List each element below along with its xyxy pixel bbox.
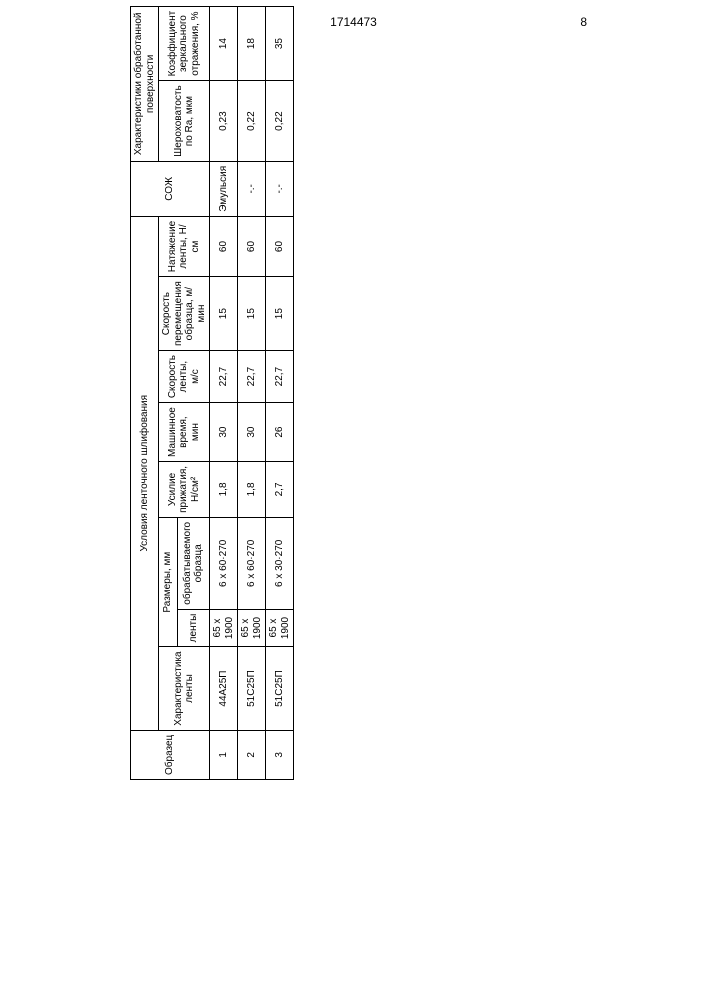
cell-n: 2 bbox=[238, 730, 266, 779]
cell-lenty: 65 x 1900 bbox=[238, 609, 266, 647]
page-number-right: 8 bbox=[580, 15, 587, 29]
cell-sher: 0,22 bbox=[266, 81, 294, 162]
cell-koef: 35 bbox=[266, 6, 294, 81]
cell-sklen: 22,7 bbox=[266, 350, 294, 402]
cell-nat: 60 bbox=[266, 216, 294, 276]
header-sozh: СОЖ bbox=[131, 161, 210, 216]
cell-obr: 6 x 30·270 bbox=[266, 517, 294, 609]
cell-skper: 15 bbox=[238, 277, 266, 351]
cell-mash: 30 bbox=[210, 403, 238, 462]
cell-nat: 60 bbox=[210, 216, 238, 276]
cell-sozh: Эмульсия bbox=[210, 161, 238, 216]
header-sample-speed: Скорость перемещения образца, м/мин bbox=[159, 277, 210, 351]
header-belt-speed: Скорость ленты, м/с bbox=[159, 350, 210, 402]
header-belt-dim: ленты bbox=[177, 609, 209, 647]
header-dimensions: Размеры, мм bbox=[159, 517, 178, 646]
cell-sozh: -.- bbox=[238, 161, 266, 216]
header-characteristics: Характеристики обработанной поверхности bbox=[131, 6, 159, 161]
cell-sklen: 22,7 bbox=[238, 350, 266, 402]
cell-char: 44А25П bbox=[210, 647, 238, 730]
cell-char: 51С25П bbox=[238, 647, 266, 730]
cell-sklen: 22,7 bbox=[210, 350, 238, 402]
grinding-conditions-table: Образец Условия ленточного шлифования СО… bbox=[130, 6, 294, 780]
cell-nat: 60 bbox=[238, 216, 266, 276]
table-row: 144А25П65 x 19006 x 60·2701,83022,71560Э… bbox=[210, 6, 238, 779]
document-number: 1714473 bbox=[330, 15, 377, 29]
cell-usil: 1,8 bbox=[210, 461, 238, 517]
header-sample: Образец bbox=[131, 730, 210, 779]
header-tension: Натяжение ленты, Н/см bbox=[159, 216, 210, 276]
cell-sher: 0,22 bbox=[238, 81, 266, 162]
cell-n: 3 bbox=[266, 730, 294, 779]
cell-lenty: 65 x 1900 bbox=[266, 609, 294, 647]
cell-skper: 15 bbox=[210, 277, 238, 351]
header-roughness: Шероховатость по Ra, мкм bbox=[159, 81, 210, 162]
cell-koef: 14 bbox=[210, 6, 238, 81]
cell-mash: 30 bbox=[238, 403, 266, 462]
table-row: 351С25П65 x 19006 x 30·2702,72622,71560-… bbox=[266, 6, 294, 779]
header-machine-time: Машинное время, мин bbox=[159, 403, 210, 462]
cell-lenty: 65 x 1900 bbox=[210, 609, 238, 647]
header-belt-char: Характеристика ленты bbox=[159, 647, 210, 730]
cell-skper: 15 bbox=[266, 277, 294, 351]
cell-usil: 2,7 bbox=[266, 461, 294, 517]
cell-sher: 0,23 bbox=[210, 81, 238, 162]
header-conditions: Условия ленточного шлифования bbox=[131, 216, 159, 730]
header-reflection: Коэффициент зеркального отражения, % bbox=[159, 6, 210, 81]
data-table-container: Образец Условия ленточного шлифования СО… bbox=[130, 40, 294, 780]
table-row: 251С25П65 x 19006 x 60·2701,83022,71560-… bbox=[238, 6, 266, 779]
cell-mash: 26 bbox=[266, 403, 294, 462]
cell-obr: 6 x 60·270 bbox=[210, 517, 238, 609]
cell-usil: 1,8 bbox=[238, 461, 266, 517]
cell-char: 51С25П bbox=[266, 647, 294, 730]
cell-sozh: -.- bbox=[266, 161, 294, 216]
header-sample-dim: обрабатываемого образца bbox=[177, 517, 209, 609]
cell-koef: 18 bbox=[238, 6, 266, 81]
header-force: Усилие прижатия, Н/см² bbox=[159, 461, 210, 517]
cell-obr: 6 x 60·270 bbox=[238, 517, 266, 609]
cell-n: 1 bbox=[210, 730, 238, 779]
